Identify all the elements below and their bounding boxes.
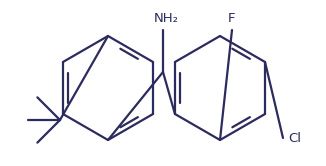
Text: Cl: Cl [288, 131, 301, 144]
Text: NH₂: NH₂ [154, 12, 179, 25]
Text: F: F [228, 12, 236, 25]
